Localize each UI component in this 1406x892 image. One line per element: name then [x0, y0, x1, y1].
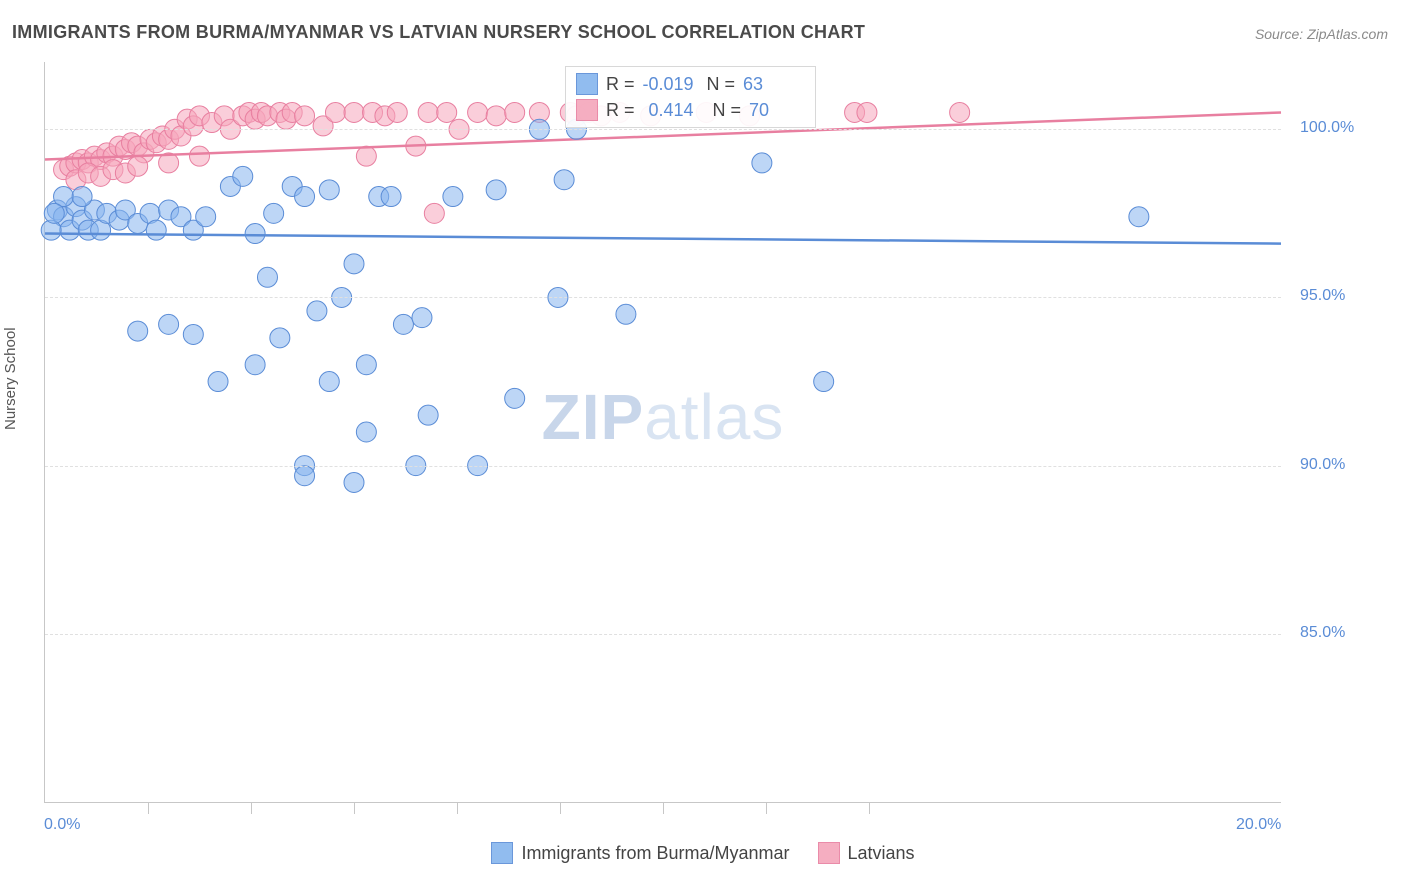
y-tick-label: 90.0%: [1300, 456, 1345, 474]
data-point: [505, 388, 525, 408]
data-point: [295, 466, 315, 486]
y-axis-label: Nursery School: [2, 327, 19, 430]
data-point: [387, 102, 407, 122]
data-point: [857, 102, 877, 122]
data-point: [128, 321, 148, 341]
x-tick-minor: [354, 802, 355, 814]
data-point: [159, 314, 179, 334]
data-point: [412, 308, 432, 328]
data-point: [245, 355, 265, 375]
data-point: [72, 187, 92, 207]
legend-label-series1: Immigrants from Burma/Myanmar: [521, 843, 789, 864]
data-point: [344, 102, 364, 122]
data-point: [196, 207, 216, 227]
data-point: [616, 304, 636, 324]
data-point: [295, 187, 315, 207]
r-value-series1: -0.019: [643, 71, 699, 97]
data-point: [270, 328, 290, 348]
plot-area: ZIPatlas R = -0.019 N = 63 R = 0.414 N =…: [44, 62, 1281, 803]
swatch-series2-icon: [576, 99, 598, 121]
x-tick-minor: [251, 802, 252, 814]
chart-title: IMMIGRANTS FROM BURMA/MYANMAR VS LATVIAN…: [12, 22, 865, 43]
gridline-h: [45, 297, 1281, 298]
data-point: [814, 372, 834, 392]
data-point: [257, 267, 277, 287]
data-point: [1129, 207, 1149, 227]
data-point: [356, 355, 376, 375]
source-attribution: Source: ZipAtlas.com: [1255, 26, 1388, 42]
gridline-h: [45, 634, 1281, 635]
y-tick-label: 95.0%: [1300, 287, 1345, 305]
data-point: [319, 372, 339, 392]
data-point: [295, 106, 315, 126]
data-point: [183, 324, 203, 344]
x-tick-minor: [869, 802, 870, 814]
data-point: [344, 472, 364, 492]
data-point: [418, 102, 438, 122]
n-value-series2: 70: [749, 97, 805, 123]
r-label: R =: [606, 97, 635, 123]
y-tick-label: 85.0%: [1300, 624, 1345, 642]
swatch-series1-icon: [576, 73, 598, 95]
data-point: [245, 224, 265, 244]
data-point: [554, 170, 574, 190]
data-point: [486, 180, 506, 200]
x-tick-minor: [457, 802, 458, 814]
data-point: [752, 153, 772, 173]
r-label: R =: [606, 71, 635, 97]
trend-line: [45, 234, 1281, 244]
legend-item-series2: Latvians: [818, 842, 915, 864]
data-point: [418, 405, 438, 425]
x-tick-minor: [148, 802, 149, 814]
data-point: [443, 187, 463, 207]
data-point: [437, 102, 457, 122]
data-point: [356, 146, 376, 166]
legend-label-series2: Latvians: [848, 843, 915, 864]
swatch-series1-icon: [491, 842, 513, 864]
scatter-chart: [45, 62, 1281, 802]
data-point: [208, 372, 228, 392]
data-point: [468, 102, 488, 122]
stats-legend-box: R = -0.019 N = 63 R = 0.414 N = 70: [565, 66, 816, 128]
data-point: [146, 220, 166, 240]
x-tick-minor: [663, 802, 664, 814]
data-point: [307, 301, 327, 321]
legend-item-series1: Immigrants from Burma/Myanmar: [491, 842, 789, 864]
x-tick-label: 0.0%: [44, 816, 80, 834]
data-point: [505, 102, 525, 122]
stats-row-series1: R = -0.019 N = 63: [576, 71, 805, 97]
n-label: N =: [707, 71, 736, 97]
data-point: [393, 314, 413, 334]
data-point: [486, 106, 506, 126]
data-point: [325, 102, 345, 122]
n-value-series1: 63: [743, 71, 799, 97]
data-point: [264, 203, 284, 223]
data-point: [424, 203, 444, 223]
x-tick-minor: [766, 802, 767, 814]
n-label: N =: [713, 97, 742, 123]
gridline-h: [45, 129, 1281, 130]
swatch-series2-icon: [818, 842, 840, 864]
data-point: [381, 187, 401, 207]
x-tick-label: 20.0%: [1236, 816, 1281, 834]
y-tick-label: 100.0%: [1300, 119, 1354, 137]
bottom-legend: Immigrants from Burma/Myanmar Latvians: [0, 842, 1406, 864]
gridline-h: [45, 466, 1281, 467]
data-point: [128, 156, 148, 176]
data-point: [344, 254, 364, 274]
x-tick-minor: [560, 802, 561, 814]
r-value-series2: 0.414: [643, 97, 705, 123]
data-point: [44, 203, 64, 223]
data-point: [190, 146, 210, 166]
data-point: [950, 102, 970, 122]
data-point: [356, 422, 376, 442]
data-point: [319, 180, 339, 200]
stats-row-series2: R = 0.414 N = 70: [576, 97, 805, 123]
data-point: [233, 166, 253, 186]
